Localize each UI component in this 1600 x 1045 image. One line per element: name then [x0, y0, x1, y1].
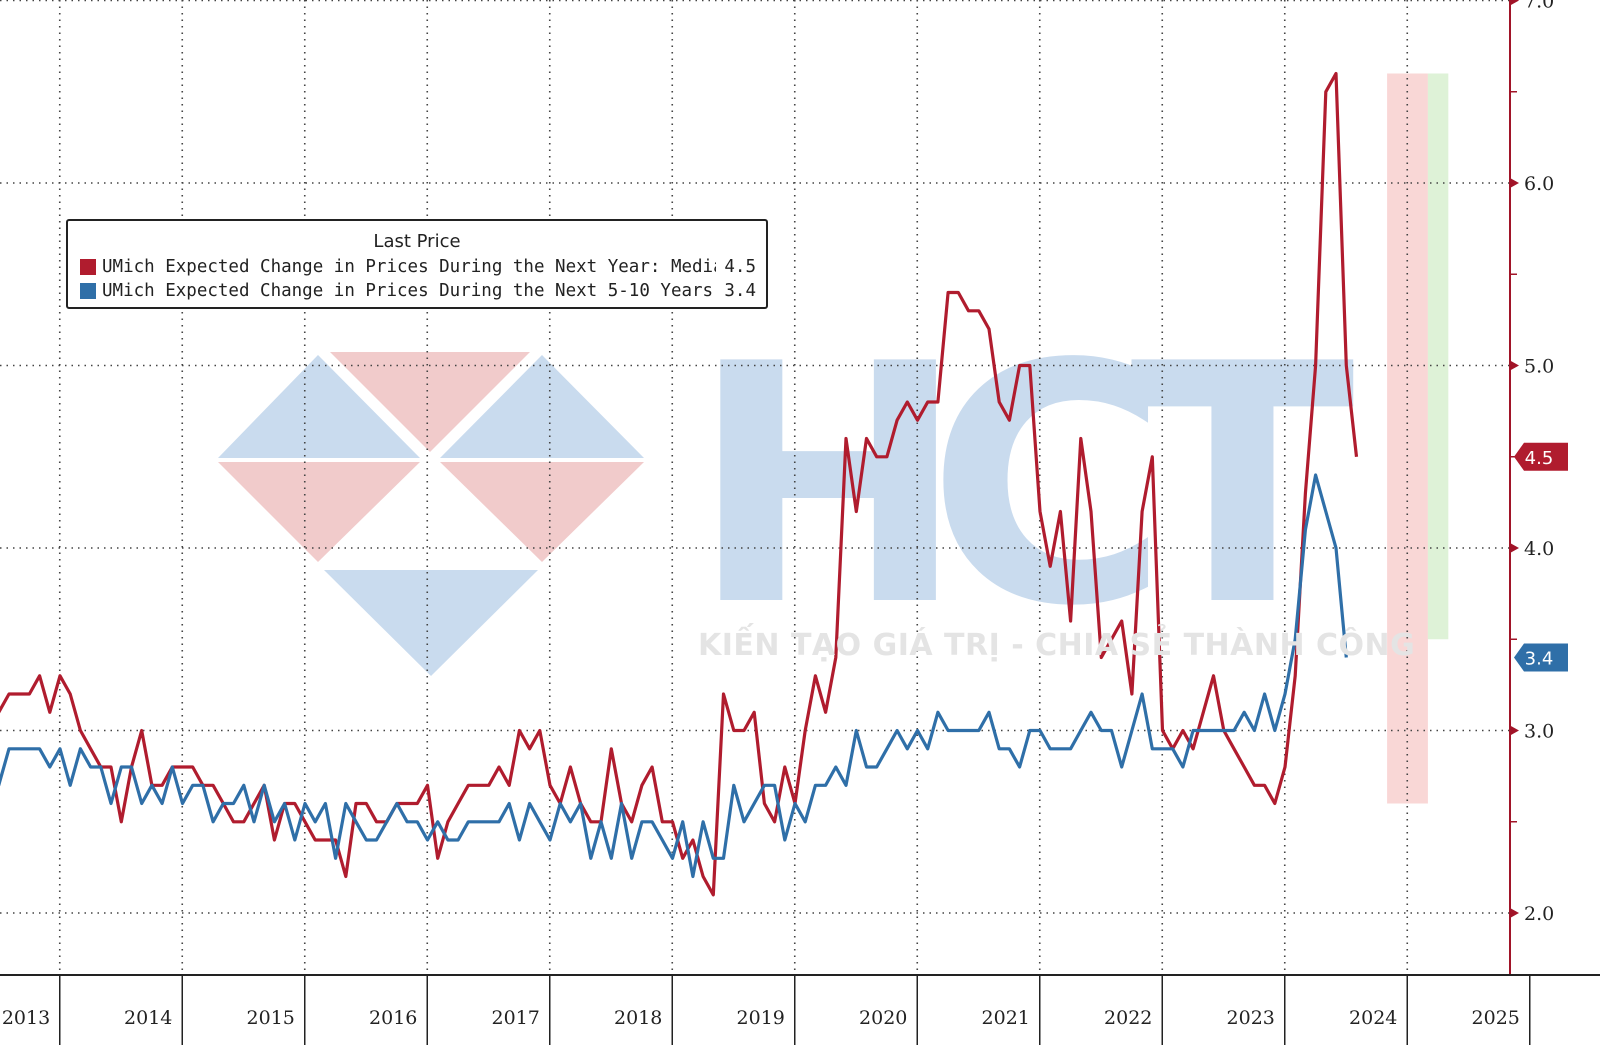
- series-lines: [0, 71, 1359, 897]
- x-tick-label: 2020: [859, 1007, 907, 1029]
- last-value-tag: [1514, 643, 1568, 672]
- legend-title: Last Price: [373, 231, 461, 252]
- legend-label: UMich Expected Change in Prices During t…: [102, 281, 716, 301]
- y-tick-marker: [1510, 725, 1519, 736]
- y-tick-marker: [1510, 360, 1519, 371]
- y-tick-marker: [1510, 543, 1519, 553]
- last-value-labels: 4.5 3.4: [1514, 442, 1568, 672]
- legend-value: 3.4: [724, 281, 756, 301]
- x-tick-label: 2022: [1104, 1007, 1152, 1029]
- legend-label: UMich Expected Change in Prices During t…: [102, 257, 717, 277]
- x-tick-label: 2025: [1472, 1007, 1520, 1029]
- y-tick-label: 3.0: [1524, 721, 1554, 743]
- watermark-tagline: KIẾN TẠO GIÁ TRỊ - CHIA SẺ THÀNH CÔNG: [698, 628, 1416, 663]
- highlight-green: [1427, 73, 1449, 640]
- x-tick-label: 2021: [982, 1007, 1030, 1029]
- x-tick-label: 2015: [247, 1007, 295, 1029]
- y-tick-label: 4.0: [1524, 538, 1554, 560]
- y-tick-label: 5.0: [1524, 356, 1554, 378]
- watermark-shape: [218, 462, 420, 562]
- y-tick-label: 6.0: [1524, 173, 1554, 195]
- y-tick-marker: [1510, 178, 1519, 188]
- watermark-shape: [440, 462, 644, 562]
- x-tick-label: 2017: [492, 1007, 540, 1029]
- y-tick-marker: [1510, 908, 1519, 918]
- legend-item-next-year: UMich Expected Change in Prices During t…: [80, 255, 756, 279]
- x-tick-label: 2019: [737, 1007, 785, 1029]
- legend-swatch-blue: [80, 283, 96, 299]
- x-tick-label: 2013: [2, 1007, 50, 1029]
- watermark-shape: [218, 355, 420, 458]
- last-value-tag: [1514, 442, 1568, 471]
- y-tick-label: 2.0: [1524, 903, 1554, 925]
- watermark-shape: [324, 570, 538, 676]
- chart-legend: Last Price UMich Expected Change in Pric…: [66, 219, 768, 309]
- x-tick-label: 2023: [1227, 1007, 1275, 1029]
- last-value-label: 3.4: [1525, 649, 1554, 670]
- x-tick-label: 2014: [124, 1007, 172, 1029]
- watermark-logo: HCT: [218, 294, 1357, 678]
- x-tick-label: 2016: [369, 1007, 417, 1029]
- watermark-logo-text: HCT: [690, 294, 1357, 678]
- watermark-shape: [440, 355, 644, 458]
- legend-item-5-10-years: UMich Expected Change in Prices During t…: [80, 279, 756, 303]
- grid-lines: [0, 0, 1510, 975]
- watermark-shape: [330, 352, 530, 452]
- x-tick-label: 2024: [1349, 1007, 1397, 1029]
- legend-value: 4.5: [724, 257, 756, 277]
- legend-swatch-red: [80, 259, 96, 275]
- last-value-label: 4.5: [1525, 448, 1554, 469]
- x-tick-label: 2018: [614, 1007, 662, 1029]
- series-line-0: [0, 71, 1359, 897]
- y-tick-marker: [1510, 0, 1519, 6]
- y-tick-label: 7.0: [1524, 0, 1554, 13]
- series-line-1: [0, 473, 1348, 879]
